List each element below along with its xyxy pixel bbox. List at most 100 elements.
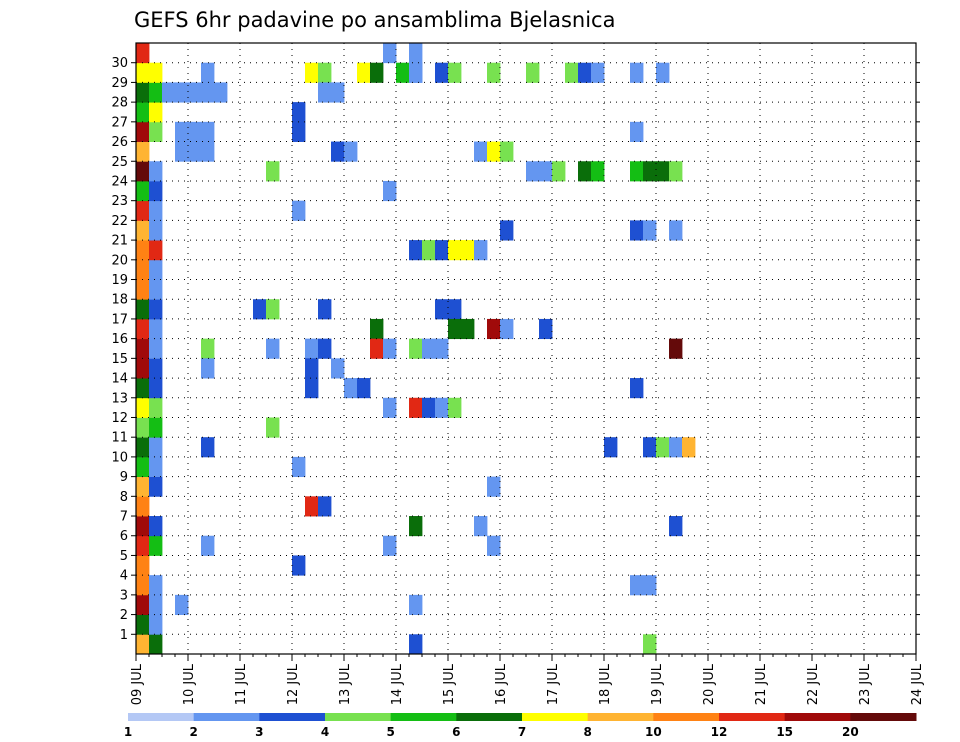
heatmap-cell xyxy=(643,220,657,241)
x-tick-label: 10 JUL xyxy=(182,663,197,705)
heatmap-cell xyxy=(149,575,163,596)
heatmap-cell xyxy=(175,82,189,103)
heatmap-cell xyxy=(136,516,150,537)
heatmap-cell xyxy=(292,102,306,123)
legend-label: 8 xyxy=(583,725,591,739)
x-tick-label: 22 JUL xyxy=(806,663,821,705)
heatmap-cell xyxy=(136,200,150,221)
y-tick-label: 30 xyxy=(111,56,128,71)
heatmap-cell xyxy=(136,161,150,182)
heatmap-cell xyxy=(136,496,150,517)
heatmap-cell xyxy=(136,397,150,418)
heatmap-cell xyxy=(552,161,566,182)
heatmap-cell xyxy=(578,161,592,182)
heatmap-cell xyxy=(149,378,163,399)
y-tick-label: 10 xyxy=(111,450,128,465)
heatmap-cell xyxy=(201,62,215,83)
legend-label: 6 xyxy=(452,725,460,739)
heatmap-cell xyxy=(448,62,462,83)
y-tick-label: 14 xyxy=(111,372,128,387)
plot-frame xyxy=(135,42,917,655)
heatmap-cell xyxy=(435,397,449,418)
heatmap-cell xyxy=(266,338,280,359)
heatmap-cell xyxy=(214,82,228,103)
heatmap-cell xyxy=(370,338,384,359)
y-tick-label: 7 xyxy=(120,510,128,525)
heatmap-cell xyxy=(162,82,176,103)
heatmap-cell xyxy=(422,240,436,261)
x-tick-label: 23 JUL xyxy=(858,663,873,705)
heatmap-cell xyxy=(422,397,436,418)
heatmap-cell xyxy=(201,437,215,458)
heatmap-cell xyxy=(149,200,163,221)
heatmap-cell xyxy=(435,62,449,83)
y-tick-label: 18 xyxy=(111,293,128,308)
heatmap-cell xyxy=(149,180,163,202)
heatmap-cell xyxy=(370,62,384,83)
heatmap-cell xyxy=(136,141,150,162)
heatmap-cell xyxy=(136,279,150,300)
heatmap-cell xyxy=(201,535,215,556)
heatmap-cell xyxy=(136,575,150,596)
heatmap-cell xyxy=(136,456,150,478)
heatmap-cell xyxy=(318,82,332,103)
heatmap-cell xyxy=(136,299,150,320)
heatmap-cell xyxy=(149,397,163,418)
heatmap-cell xyxy=(201,338,215,359)
heatmap-cell xyxy=(643,634,657,655)
gridlines xyxy=(135,43,917,654)
heatmap-cell xyxy=(682,437,696,458)
heatmap-cell xyxy=(305,338,319,359)
heatmap-cell xyxy=(149,535,163,556)
heatmap-cell xyxy=(630,121,644,142)
x-tick-label: 14 JUL xyxy=(390,663,405,705)
heatmap-cell xyxy=(136,378,150,399)
heatmap-cell xyxy=(136,476,150,497)
heatmap-cells xyxy=(136,43,696,655)
y-tick-label: 8 xyxy=(120,490,128,505)
heatmap-cell xyxy=(448,318,462,340)
y-tick-label: 12 xyxy=(111,411,128,426)
heatmap-cell xyxy=(305,62,319,83)
heatmap-cell xyxy=(331,82,345,103)
heatmap-cell xyxy=(188,121,202,142)
heatmap-cell xyxy=(201,82,215,103)
heatmap-cell xyxy=(149,594,163,615)
legend-swatch xyxy=(850,713,917,721)
heatmap-cell xyxy=(435,338,449,359)
legend-swatch xyxy=(587,713,654,721)
heatmap-cell xyxy=(539,318,553,340)
heatmap-cell xyxy=(292,555,306,576)
heatmap-cell xyxy=(591,161,605,182)
axes: 1234567891011121314151617181920212223242… xyxy=(111,42,925,705)
chart-title: GEFS 6hr padavine po ansamblima Bjelasni… xyxy=(134,8,615,32)
heatmap-cell xyxy=(383,43,397,64)
heatmap-cell xyxy=(136,259,150,280)
heatmap-cell xyxy=(474,240,488,261)
heatmap-cell xyxy=(344,141,358,162)
heatmap-cell xyxy=(409,62,423,83)
heatmap-cell xyxy=(318,299,332,320)
x-tick-label: 19 JUL xyxy=(650,663,665,705)
heatmap-cell xyxy=(500,220,514,241)
heatmap-cell xyxy=(396,62,410,83)
heatmap-cell xyxy=(149,516,163,537)
y-tick-label: 1 xyxy=(120,628,128,643)
heatmap-cell xyxy=(409,594,423,615)
y-tick-label: 17 xyxy=(111,312,128,327)
heatmap-cell xyxy=(383,338,397,359)
heatmap-cell xyxy=(266,161,280,182)
heatmap-cell xyxy=(383,180,397,202)
heatmap-cell xyxy=(201,358,215,379)
heatmap-cell xyxy=(669,437,683,458)
heatmap-cell xyxy=(474,141,488,162)
legend-swatch xyxy=(325,713,392,721)
y-tick-label: 28 xyxy=(111,96,128,111)
heatmap-cell xyxy=(578,62,592,83)
legend-label: 4 xyxy=(321,725,329,739)
heatmap-cell xyxy=(643,437,657,458)
x-tick-label: 13 JUL xyxy=(338,663,353,705)
heatmap-cell xyxy=(149,437,163,458)
y-tick-label: 29 xyxy=(111,76,128,91)
